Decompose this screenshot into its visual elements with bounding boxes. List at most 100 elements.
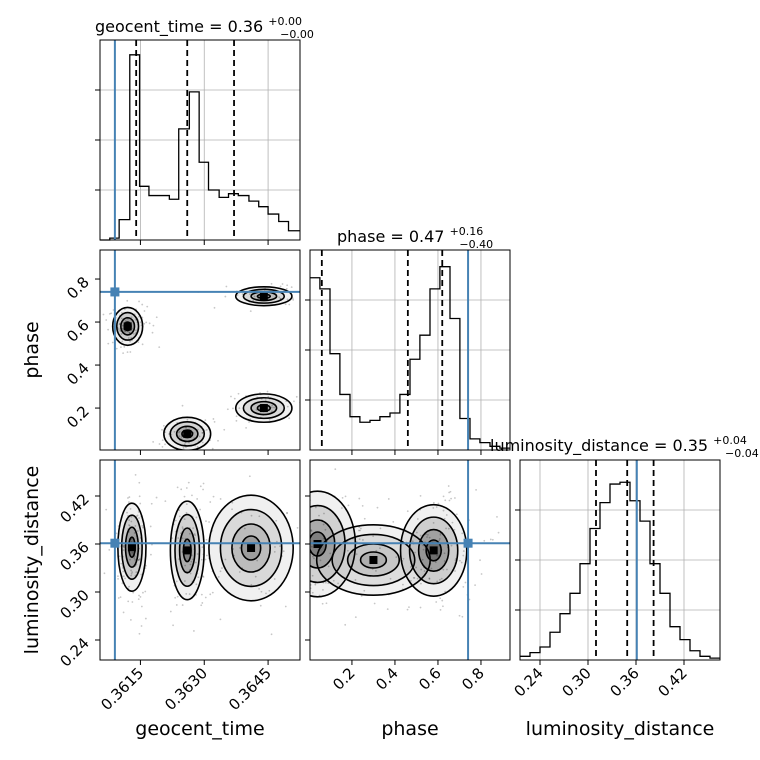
scatter-point [152, 441, 155, 443]
scatter-point [359, 527, 362, 530]
scatter-point [129, 340, 131, 343]
scatter-point [185, 487, 188, 489]
scatter-point [178, 515, 181, 518]
scatter-point [489, 538, 492, 541]
scatter-point [426, 534, 429, 536]
x-tick-label: 0.30 [558, 664, 594, 700]
panel-frame [519, 459, 721, 661]
histogram-step [520, 481, 720, 659]
scatter-point [375, 570, 377, 572]
scatter-point [294, 663, 296, 665]
scatter-point [197, 576, 200, 579]
scatter-point [273, 406, 275, 409]
scatter-point [200, 604, 203, 607]
scatter-point [279, 545, 281, 548]
scatter-point [442, 509, 445, 512]
grid [310, 250, 510, 450]
scatter-point [197, 428, 199, 431]
scatter-point [135, 329, 137, 332]
contour-phase-vs-luminosity-distance [294, 447, 510, 665]
scatter-point [243, 527, 246, 530]
scatter-point [337, 582, 339, 585]
scatter-point [443, 560, 446, 562]
scatter-point [379, 547, 381, 550]
scatter-point [138, 517, 140, 519]
scatter-point [268, 419, 271, 421]
scatter-point [126, 351, 129, 354]
scatter-point [190, 560, 193, 563]
scatter-point [126, 511, 128, 514]
scatter-point [438, 539, 441, 542]
scatter-point [295, 574, 297, 576]
scatter-point [132, 591, 135, 594]
scatter-point [395, 556, 398, 559]
scatter-point [329, 447, 331, 449]
scatter-point [177, 452, 179, 454]
scatter-point [454, 570, 456, 572]
scatter-point [130, 515, 133, 518]
scatter-point [186, 418, 189, 421]
scatter-point [346, 549, 349, 552]
scatter-point [441, 599, 444, 602]
scatter-point [202, 482, 205, 485]
scatter-point [122, 549, 125, 552]
scatter-point [130, 569, 132, 572]
scatter-point [128, 501, 130, 503]
scatter-point [224, 558, 227, 561]
scatter-point [288, 303, 291, 306]
scatter-point [249, 293, 251, 296]
scatter-point [199, 508, 202, 511]
scatter-point [461, 615, 464, 618]
scatter-point [195, 583, 198, 586]
scatter-point [248, 475, 251, 478]
scatter-point [209, 501, 212, 503]
scatter-point [122, 575, 125, 578]
scatter-point [435, 506, 438, 508]
scatter-point [176, 486, 179, 489]
scatter-point [135, 571, 138, 574]
scatter-point [406, 608, 409, 611]
scatter-point [196, 553, 199, 555]
scatter-point [406, 510, 409, 513]
scatter-point [295, 395, 298, 398]
scatter-point [462, 554, 465, 557]
scatter-point [437, 502, 440, 505]
scatter-point [235, 419, 238, 422]
scatter-point [238, 407, 241, 410]
scatter-point [279, 285, 282, 288]
scatter-point [307, 518, 309, 520]
scatter-point [140, 625, 143, 627]
scatter-point [360, 595, 363, 597]
scatter-point [334, 600, 336, 602]
scatter-point [358, 526, 361, 529]
scatter-point [235, 415, 238, 418]
scatter-point [363, 589, 366, 592]
scatter-point [211, 591, 214, 594]
scatter-point [162, 424, 165, 427]
scatter-point [150, 553, 152, 556]
scatter-point [219, 570, 222, 573]
scatter-point [443, 517, 446, 520]
scatter-point [301, 546, 303, 548]
scatter-point [310, 545, 313, 548]
corner-panels: 0.24 0.30 0.36 0.42 0.2 0.4 0.6 0.8 0.3615 0.3630… [56, 39, 721, 714]
scatter-point [198, 435, 201, 438]
scatter-point [375, 549, 378, 552]
scatter-point [143, 322, 146, 325]
y-ticks: 0.24 0.30 0.36 0.42 [56, 490, 100, 670]
scatter-point [136, 530, 139, 532]
x-ticks [351, 450, 482, 455]
scatter-point [447, 485, 450, 487]
scatter-point [340, 507, 343, 509]
scatter-point [194, 454, 196, 456]
scatter-point [185, 503, 188, 506]
scatter-point [134, 473, 137, 476]
scatter-point [178, 431, 180, 434]
scatter-point [124, 330, 126, 333]
scatter-point [318, 514, 320, 517]
scatter-point [284, 605, 287, 608]
scatter-point [152, 324, 155, 327]
scatter-point [419, 606, 422, 609]
scatter-point [129, 351, 132, 353]
scatter-point [419, 534, 422, 537]
